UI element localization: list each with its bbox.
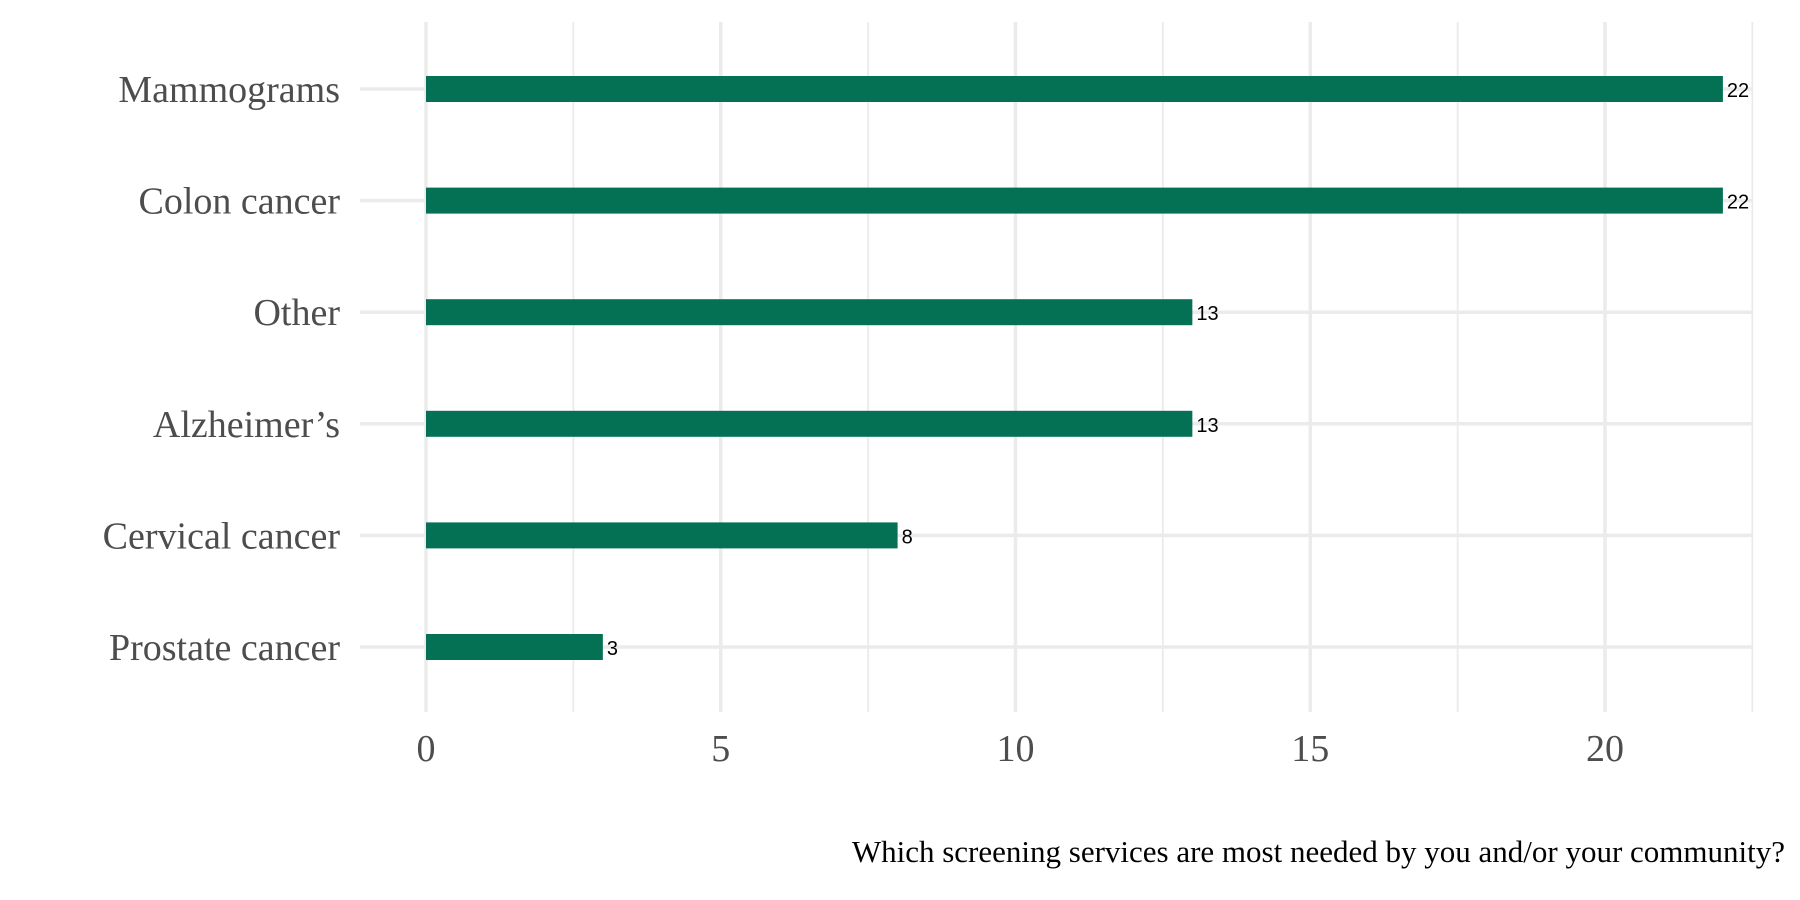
bar [426,634,603,660]
x-tick-label: 20 [1586,728,1624,770]
category-label: Alzheimer’s [153,404,340,446]
x-tick-label: 5 [711,728,730,770]
category-labels: Mammograms Colon cancer Other Alzheimer’s Ce… [103,69,341,669]
category-label: Colon cancer [138,181,340,223]
x-tick-label: 15 [1291,728,1329,770]
bar [426,522,898,549]
value-label: 3 [607,638,618,660]
value-label: 13 [1196,415,1218,437]
category-label: Other [253,292,340,334]
category-label: Prostate cancer [109,627,340,669]
x-tick-label: 10 [997,728,1035,770]
value-label: 22 [1727,192,1749,214]
category-label: Cervical cancer [103,515,341,557]
x-tick-label: 0 [417,728,436,770]
bars [426,76,1723,660]
value-label: 13 [1196,303,1218,325]
value-label: 22 [1727,80,1749,102]
category-label: Mammograms [118,69,340,111]
bar [426,76,1723,102]
chart-caption: Which screening services are most needed… [852,834,1785,869]
bar [426,187,1723,214]
bar [426,410,1193,437]
x-axis-tick-labels: 0 5 10 15 20 [417,728,1625,770]
bar [426,299,1193,326]
grid [360,22,1754,712]
value-labels: 22 22 13 13 8 3 [607,80,1749,660]
value-label: 8 [902,526,913,548]
